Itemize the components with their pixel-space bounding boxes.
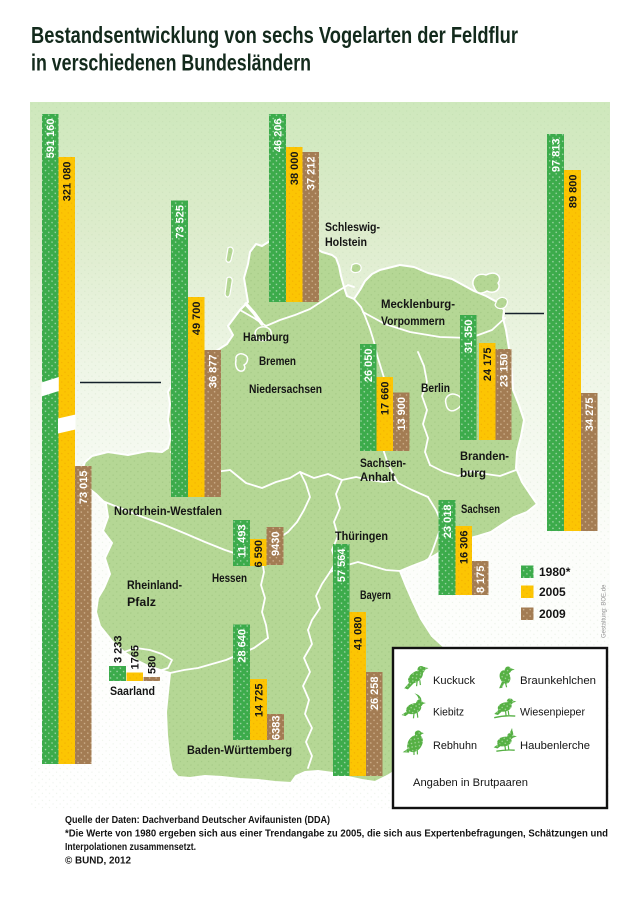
svg-text:73 015: 73 015 — [78, 471, 90, 505]
svg-text:Thüringen: Thüringen — [335, 531, 388, 543]
svg-text:38 000: 38 000 — [289, 152, 301, 186]
svg-text:Anhalt: Anhalt — [360, 472, 395, 484]
svg-text:580: 580 — [147, 656, 159, 674]
svg-text:46 206: 46 206 — [272, 119, 284, 153]
svg-text:41 080: 41 080 — [353, 617, 365, 651]
svg-text:Pfalz: Pfalz — [127, 597, 156, 609]
svg-text:in verschiedenen Bundesländern: in verschiedenen Bundesländern — [31, 50, 311, 76]
svg-text:14 725: 14 725 — [253, 684, 265, 718]
svg-text:49 700: 49 700 — [191, 302, 203, 336]
svg-text:Rebhuhn: Rebhuhn — [433, 740, 477, 752]
svg-text:11 493: 11 493 — [236, 525, 248, 558]
svg-text:8 175: 8 175 — [475, 566, 487, 594]
svg-text:Braunkehlchen: Braunkehlchen — [520, 675, 596, 687]
svg-text:Gestaltung: BOE.de: Gestaltung: BOE.de — [602, 584, 608, 638]
svg-text:Bremen: Bremen — [259, 356, 296, 368]
svg-text:28 640: 28 640 — [236, 629, 248, 663]
svg-text:37 212: 37 212 — [306, 157, 318, 191]
svg-text:17 660: 17 660 — [380, 382, 392, 416]
svg-text:burg: burg — [460, 468, 486, 480]
svg-text:Kiebitz: Kiebitz — [433, 707, 464, 719]
svg-text:3 233: 3 233 — [112, 635, 124, 663]
svg-text:73 525: 73 525 — [174, 205, 186, 239]
svg-text:Angaben in Brutpaaren: Angaben in Brutpaaren — [413, 777, 528, 789]
svg-text:Bayern: Bayern — [360, 590, 391, 602]
svg-text:Berlin: Berlin — [421, 383, 450, 395]
svg-text:57 564: 57 564 — [336, 548, 348, 583]
svg-text:16 306: 16 306 — [459, 531, 471, 565]
svg-text:Interpolationen zusammensetzt.: Interpolationen zusammensetzt. — [65, 842, 196, 853]
svg-text:Nordrhein-Westfalen: Nordrhein-Westfalen — [114, 506, 222, 518]
svg-text:6 590: 6 590 — [253, 540, 265, 568]
svg-text:Holstein: Holstein — [325, 237, 367, 249]
svg-text:2009: 2009 — [539, 607, 566, 621]
svg-text:Kuckuck: Kuckuck — [433, 675, 475, 687]
svg-text:Bestandsentwicklung von sechs: Bestandsentwicklung von sechs Vogelarten… — [31, 22, 518, 48]
svg-text:Rheinland-: Rheinland- — [127, 580, 182, 592]
svg-text:321 080: 321 080 — [62, 162, 74, 202]
svg-text:31 350: 31 350 — [463, 320, 475, 354]
svg-text:23 150: 23 150 — [498, 354, 510, 388]
svg-text:36 877: 36 877 — [208, 355, 220, 389]
svg-text:*Die Werte von 1980 ergeben si: *Die Werte von 1980 ergeben sich aus ein… — [65, 829, 608, 840]
svg-text:6383: 6383 — [270, 716, 282, 740]
svg-text:Sachsen: Sachsen — [461, 504, 500, 516]
svg-text:Vorpommern: Vorpommern — [381, 316, 445, 328]
svg-text:Sachsen-: Sachsen- — [360, 458, 406, 470]
svg-text:Hessen: Hessen — [212, 573, 247, 585]
svg-text:26 258: 26 258 — [369, 677, 381, 711]
svg-text:Niedersachsen: Niedersachsen — [249, 384, 322, 396]
svg-text:13 900: 13 900 — [396, 397, 408, 431]
svg-text:Schleswig-: Schleswig- — [325, 222, 380, 234]
svg-text:Hamburg: Hamburg — [243, 332, 289, 344]
svg-text:24 175: 24 175 — [482, 348, 494, 382]
svg-text:1980*: 1980* — [539, 565, 571, 579]
svg-text:Saarland: Saarland — [110, 686, 155, 698]
svg-text:2005: 2005 — [539, 585, 566, 599]
svg-text:Quelle der Daten: Dachverband: Quelle der Daten: Dachverband Deutscher … — [65, 815, 330, 826]
svg-text:26 050: 26 050 — [363, 349, 375, 383]
svg-text:Baden-Württemberg: Baden-Württemberg — [187, 745, 292, 757]
svg-text:© BUND, 2012: © BUND, 2012 — [65, 856, 131, 867]
svg-text:1765: 1765 — [130, 645, 142, 669]
svg-text:Wiesenpieper: Wiesenpieper — [520, 707, 585, 719]
svg-text:591 160: 591 160 — [45, 119, 57, 159]
svg-text:Branden-: Branden- — [460, 451, 509, 463]
svg-text:89 800: 89 800 — [567, 175, 579, 209]
svg-text:9430: 9430 — [270, 532, 282, 556]
svg-text:Haubenlerche: Haubenlerche — [520, 740, 590, 752]
svg-text:34 275: 34 275 — [584, 398, 596, 432]
svg-text:Mecklenburg-: Mecklenburg- — [381, 299, 455, 311]
svg-text:97 813: 97 813 — [550, 139, 562, 173]
svg-text:23 018: 23 018 — [442, 505, 454, 539]
